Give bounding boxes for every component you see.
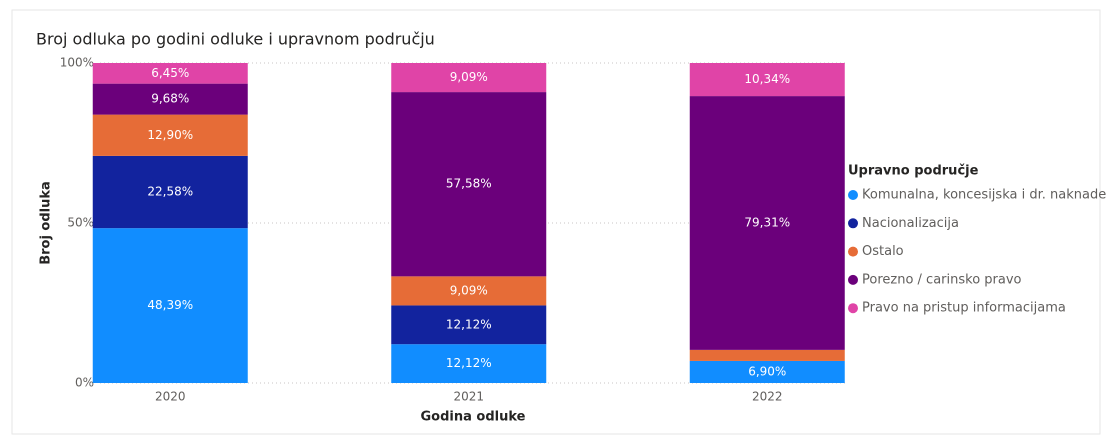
data-label: 48,39% <box>147 298 193 312</box>
bar-segment <box>391 63 547 93</box>
bar-segment <box>92 228 248 383</box>
bar-segment <box>391 305 547 345</box>
data-label: 12,12% <box>446 317 492 331</box>
legend-marker <box>848 218 858 229</box>
y-axis-title: Broj odluka <box>39 181 54 265</box>
bar-segment <box>689 360 845 383</box>
data-label: 12,12% <box>446 356 492 370</box>
x-axis-title: Godina odluke <box>421 410 526 425</box>
bar-segment <box>689 63 845 97</box>
legend-marker <box>848 190 858 200</box>
legend-label: Pravo na pristup informacijama <box>862 301 1066 316</box>
data-label: 79,31% <box>744 215 790 229</box>
bar-segment <box>92 155 248 229</box>
bar-segment <box>92 63 248 84</box>
x-tick-label: 2021 <box>453 390 484 404</box>
data-label: 10,34% <box>744 72 790 86</box>
data-label: 6,90% <box>748 364 786 378</box>
bar-segment <box>391 276 547 306</box>
bar-segment <box>689 96 845 350</box>
legend-label: Ostalo <box>862 244 904 259</box>
legend-label: Porezno / carinsko pravo <box>862 272 1022 287</box>
y-tick-label: 100% <box>60 56 94 70</box>
legend-marker <box>848 303 858 314</box>
legend-marker <box>848 274 858 285</box>
legend-label: Nacionalizacija <box>862 216 959 231</box>
x-tick-label: 2020 <box>155 390 186 404</box>
y-tick-label: 50% <box>67 216 94 230</box>
bar-segment <box>689 349 845 361</box>
data-label: 9,09% <box>450 283 488 297</box>
data-label: 9,68% <box>151 92 189 106</box>
chart-title: Broj odluka po godini odluke i upravnom … <box>36 30 435 49</box>
bar-segment <box>92 83 248 115</box>
data-label: 6,45% <box>151 66 189 80</box>
bar-segment <box>391 92 547 277</box>
data-label: 22,58% <box>147 185 193 199</box>
legend-title: Upravno područje <box>848 164 979 179</box>
bar-segment <box>391 344 547 383</box>
data-label: 12,90% <box>147 128 193 142</box>
legend-marker <box>848 246 858 257</box>
bar-segment <box>92 114 248 156</box>
data-label: 57,58% <box>446 177 492 191</box>
y-tick-label: 0% <box>75 376 94 390</box>
x-tick-label: 2022 <box>752 390 783 404</box>
legend-label: Komunalna, koncesijska i dr. naknade <box>862 188 1106 203</box>
data-label: 9,09% <box>450 70 488 84</box>
